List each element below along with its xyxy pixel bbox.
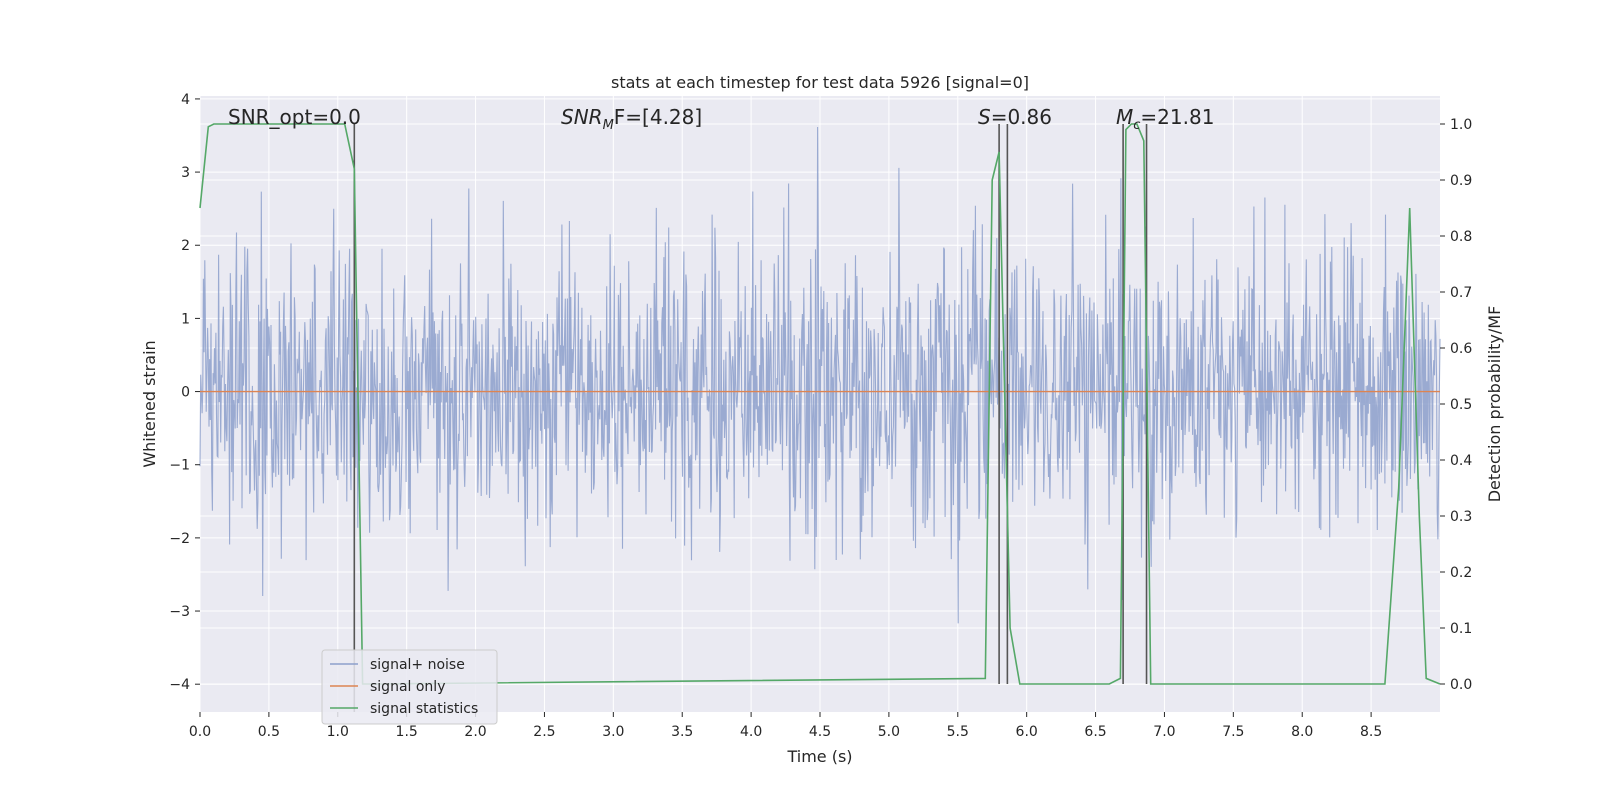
signal-statistics-line xyxy=(199,123,1441,685)
annotation-snr-mf-rest: F=[4.28] xyxy=(614,105,702,129)
annotation-s: S=0.86 xyxy=(978,105,1052,129)
legend: signal+ noise signal only signal statist… xyxy=(321,649,498,725)
yl-tick-label-8: −4 xyxy=(169,677,190,693)
x-tick-label-12: 6.0 xyxy=(1016,724,1038,740)
right-y-axis-label: Detection probability/MF xyxy=(1485,306,1504,503)
annotation-s-rest: =0.86 xyxy=(991,105,1052,129)
yr-tick-label-0: 1.0 xyxy=(1450,117,1472,133)
yl-tick-label-7: −3 xyxy=(169,604,190,620)
annotation-snr-mf: SNRMF=[4.28] xyxy=(561,105,702,133)
annotation-snr-opt: SNR_opt=0.0 xyxy=(228,105,361,129)
x-axis-label: Time (s) xyxy=(786,747,852,766)
x-axis-ticks: 0.0 0.5 1.0 1.5 2.0 2.5 3.0 3.5 4.0 4.5 5.0 5.5 6.0 6… xyxy=(189,712,1382,740)
legend-label-signal-noise: signal+ noise xyxy=(370,657,465,673)
annotation-mc-rest: =21.81 xyxy=(1140,105,1214,129)
yr-tick-label-9: 0.1 xyxy=(1450,621,1472,637)
yr-tick-label-10: 0.0 xyxy=(1450,677,1472,693)
annotation-s-main: S xyxy=(978,105,991,129)
legend-box xyxy=(321,649,498,725)
yr-tick-label-6: 0.4 xyxy=(1450,453,1472,469)
x-tick-label-8: 4.0 xyxy=(740,724,762,740)
yl-tick-label-3: 1 xyxy=(181,311,190,327)
annotation-snr-mf-main: SNR xyxy=(561,105,603,129)
x-tick-label-0: 0.0 xyxy=(189,724,211,740)
x-tick-label-15: 7.5 xyxy=(1222,724,1244,740)
x-tick-label-3: 1.5 xyxy=(396,724,418,740)
signal-noise-line xyxy=(199,126,1441,624)
yl-tick-label-0: 4 xyxy=(181,92,190,108)
right-y-axis-ticks: 1.0 0.9 0.8 0.7 0.6 0.5 0.4 0.3 0.2 0.1 0.0 xyxy=(1440,117,1472,693)
yl-tick-label-5: −1 xyxy=(169,458,190,474)
annotation-mc-main: M xyxy=(1116,105,1133,129)
x-tick-label-7: 3.5 xyxy=(671,724,693,740)
legend-label-signal-only: signal only xyxy=(370,679,445,695)
x-tick-label-13: 6.5 xyxy=(1084,724,1106,740)
x-tick-label-17: 8.5 xyxy=(1360,724,1382,740)
x-tick-label-11: 5.5 xyxy=(947,724,969,740)
x-tick-label-10: 5.0 xyxy=(878,724,900,740)
yr-tick-label-1: 0.9 xyxy=(1450,173,1472,189)
x-tick-label-14: 7.0 xyxy=(1153,724,1175,740)
signal-noise-series xyxy=(199,126,1441,624)
yr-tick-label-4: 0.6 xyxy=(1450,341,1472,357)
x-tick-label-5: 2.5 xyxy=(533,724,555,740)
x-tick-label-1: 0.5 xyxy=(258,724,280,740)
chart-title: stats at each timestep for test data 592… xyxy=(611,73,1029,92)
yr-tick-label-8: 0.2 xyxy=(1450,565,1472,581)
x-tick-label-9: 4.5 xyxy=(809,724,831,740)
left-y-axis-ticks: 4 3 2 1 0 −1 −2 −3 −4 xyxy=(169,92,200,693)
yr-tick-label-3: 0.7 xyxy=(1450,285,1472,301)
yl-tick-label-6: −2 xyxy=(169,531,190,547)
legend-label-signal-statistics: signal statistics xyxy=(370,701,478,717)
yl-tick-label-4: 0 xyxy=(181,385,190,401)
x-tick-label-4: 2.0 xyxy=(464,724,486,740)
signal-statistics-series xyxy=(199,123,1441,685)
annotation-snr-mf-sub: M xyxy=(603,118,614,133)
x-tick-label-2: 1.0 xyxy=(327,724,349,740)
x-tick-label-6: 3.0 xyxy=(602,724,624,740)
annotation-mc-sub: c xyxy=(1133,118,1140,133)
yr-tick-label-7: 0.3 xyxy=(1450,509,1472,525)
yr-tick-label-5: 0.5 xyxy=(1450,397,1472,413)
left-y-axis-label: Whitened strain xyxy=(140,340,159,467)
yr-tick-label-2: 0.8 xyxy=(1450,229,1472,245)
yl-tick-label-2: 2 xyxy=(181,238,190,254)
x-tick-label-16: 8.0 xyxy=(1291,724,1313,740)
yl-tick-label-1: 3 xyxy=(181,165,190,181)
annotation-mc: Mc=21.81 xyxy=(1116,105,1214,133)
